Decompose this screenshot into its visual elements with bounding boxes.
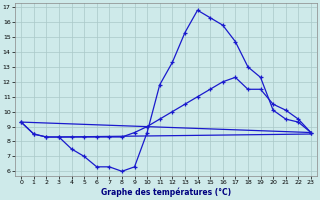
X-axis label: Graphe des températures (°C): Graphe des températures (°C) <box>101 188 231 197</box>
